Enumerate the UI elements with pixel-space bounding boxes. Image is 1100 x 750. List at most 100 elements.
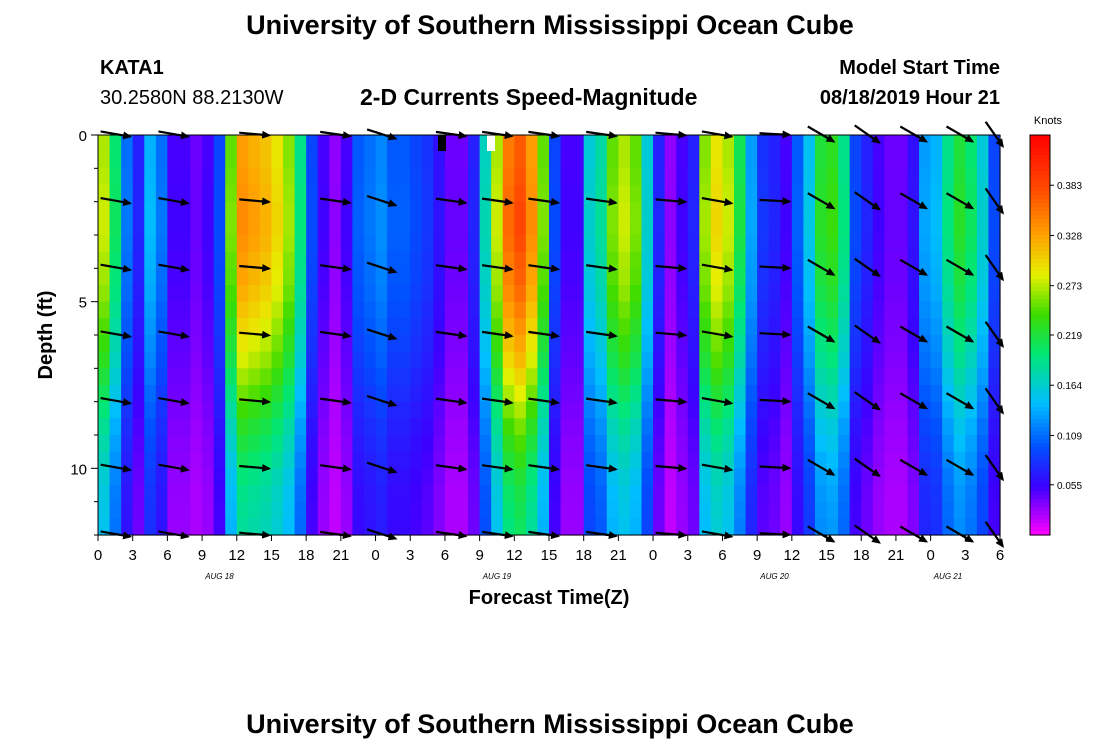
heatmap-cell — [479, 168, 492, 186]
heatmap-cell — [583, 218, 596, 236]
heatmap-cell — [421, 418, 434, 436]
heatmap-cell — [317, 218, 330, 236]
heatmap-cell — [317, 285, 330, 303]
current-vector — [528, 397, 561, 406]
heatmap-cell — [363, 135, 377, 153]
heatmap-cell — [722, 335, 735, 353]
heatmap-cell — [109, 201, 122, 219]
heatmap-cell — [306, 285, 319, 303]
heatmap-cell — [167, 218, 180, 236]
heatmap-cell — [757, 351, 770, 369]
heatmap-cell — [167, 518, 180, 536]
heatmap-cell — [976, 235, 990, 253]
heatmap-cell — [768, 518, 781, 536]
heatmap-cell — [248, 235, 261, 253]
heatmap-cell — [572, 501, 585, 519]
heatmap-cell — [121, 468, 134, 486]
missing-data-mark — [487, 135, 495, 151]
heatmap-cell — [942, 218, 955, 236]
heatmap-cell — [410, 301, 423, 319]
heatmap-cell — [398, 235, 411, 253]
heatmap-cell — [757, 501, 770, 519]
heatmap-cell — [953, 268, 966, 286]
heatmap-cell — [965, 251, 978, 269]
heatmap-cell — [861, 235, 874, 253]
heatmap-cell — [734, 351, 747, 369]
colorbar-segment — [1030, 351, 1050, 356]
heatmap-cell — [248, 435, 261, 453]
heatmap-cell — [491, 268, 504, 286]
heatmap-cell — [502, 201, 515, 219]
heatmap-cell — [317, 301, 330, 319]
heatmap-cell — [410, 318, 423, 336]
heatmap-cell — [734, 218, 747, 236]
heatmap-cell — [814, 201, 828, 219]
heatmap-cell — [988, 418, 1001, 436]
colorbar-segment — [1030, 407, 1050, 412]
heatmap-cell — [930, 235, 943, 253]
heatmap-cell — [768, 285, 781, 303]
heatmap-cell — [444, 235, 458, 253]
heatmap-cell — [225, 451, 238, 469]
heatmap-cell — [884, 268, 897, 286]
heatmap-cell — [606, 235, 619, 253]
heatmap-cell — [225, 351, 238, 369]
heatmap-cell — [791, 251, 805, 269]
heatmap-cell — [525, 351, 539, 369]
heatmap-cell — [618, 368, 631, 386]
heatmap-cell — [444, 435, 458, 453]
heatmap-cell — [306, 135, 319, 153]
heatmap-cell — [202, 451, 215, 469]
heatmap-cell — [791, 385, 805, 403]
heatmap-cell — [595, 251, 608, 269]
heatmap-cell — [606, 518, 619, 536]
heatmap-cell — [699, 351, 712, 369]
heatmap-cell — [491, 435, 504, 453]
heatmap-cell — [167, 168, 180, 186]
heatmap-cell — [849, 351, 862, 369]
heatmap-cell — [618, 518, 631, 536]
heatmap-cell — [595, 268, 608, 286]
heatmap-cell — [271, 468, 284, 486]
heatmap-cell — [629, 318, 643, 336]
heatmap-cell — [144, 201, 157, 219]
heatmap-cell — [433, 201, 446, 219]
heatmap-cell — [953, 135, 966, 153]
heatmap-cell — [699, 201, 712, 219]
heatmap-cell — [491, 518, 504, 536]
heatmap-cell — [572, 485, 585, 503]
heatmap-cell — [919, 168, 932, 186]
heatmap-cell — [699, 418, 712, 436]
colorbar-segment — [1030, 487, 1050, 492]
heatmap-cell — [791, 285, 805, 303]
heatmap-cell — [144, 168, 157, 186]
heatmap-cell — [468, 335, 481, 353]
heatmap-cell — [745, 368, 758, 386]
heatmap-cell — [826, 435, 839, 453]
current-vector — [586, 397, 618, 406]
heatmap-cell — [190, 501, 203, 519]
heatmap-cell — [710, 235, 724, 253]
heatmap-cell — [225, 385, 238, 403]
heatmap-cell — [814, 168, 828, 186]
heatmap-cell — [872, 201, 885, 219]
heatmap-cell — [710, 218, 724, 236]
heatmap-cell — [606, 468, 619, 486]
heatmap-cell — [248, 418, 261, 436]
heatmap-cell — [144, 385, 157, 403]
heatmap-cell — [699, 235, 712, 253]
heatmap-cell — [861, 368, 874, 386]
heatmap-cell — [444, 485, 458, 503]
heatmap-cell — [213, 151, 226, 169]
heatmap-cell — [109, 218, 122, 236]
heatmap-cell — [745, 285, 758, 303]
heatmap-cell — [710, 485, 724, 503]
heatmap-cell — [213, 318, 226, 336]
x-tick-label: 18 — [298, 547, 315, 564]
heatmap-cell — [872, 135, 885, 153]
heatmap-cell — [942, 401, 955, 419]
heatmap-cell — [248, 251, 261, 269]
heatmap-cell — [595, 401, 608, 419]
heatmap-cell — [98, 301, 111, 319]
heatmap-cell — [456, 335, 469, 353]
